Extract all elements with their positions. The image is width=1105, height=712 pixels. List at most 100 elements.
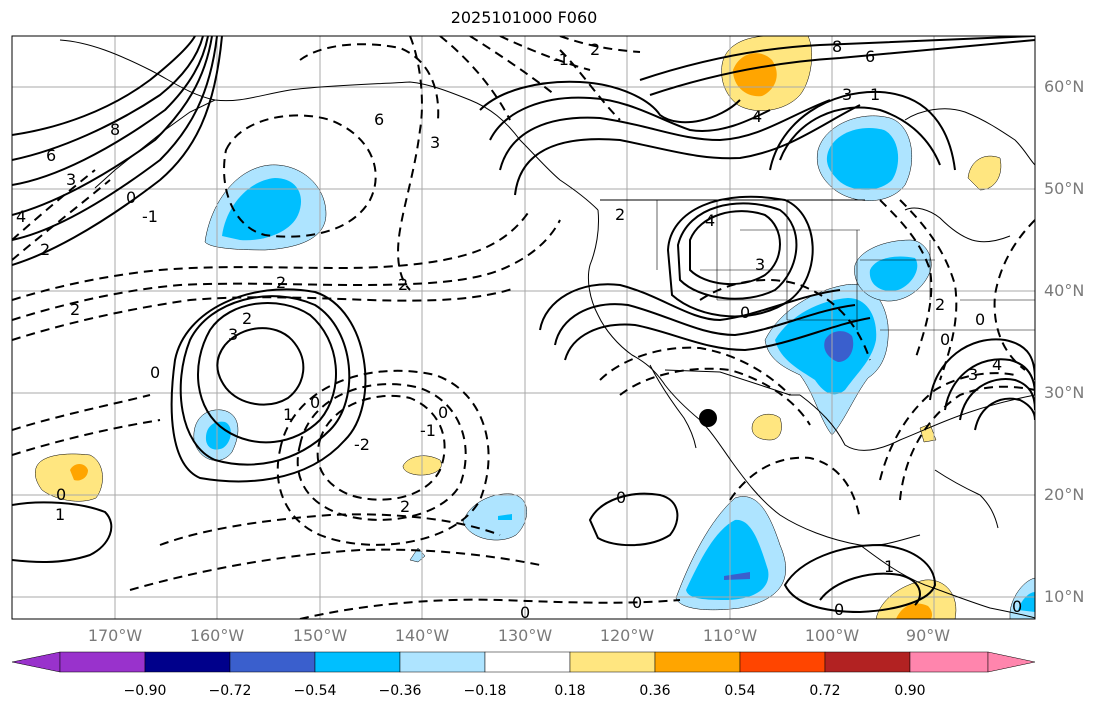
contour-label: 2 xyxy=(615,205,625,224)
contour-label: 0 xyxy=(310,393,320,412)
contour-label: 0 xyxy=(616,488,626,507)
contour-label: 3 xyxy=(755,255,765,274)
contour-label: 3 xyxy=(430,133,440,152)
lon-label: 120°W xyxy=(599,626,655,645)
contour-label: 6 xyxy=(865,47,875,66)
contour-label: 2 xyxy=(400,497,410,516)
contour-label: -1 xyxy=(142,207,158,226)
contour-4-west-us xyxy=(689,210,781,286)
graticule xyxy=(12,36,1035,619)
contour-1-tropical xyxy=(12,501,113,564)
colorbar-segment xyxy=(229,651,316,673)
contour-label: 0 xyxy=(126,188,136,207)
contour-label: 2 xyxy=(590,40,600,59)
negative-anomaly-area xyxy=(222,178,302,241)
contour-label: 3 xyxy=(66,170,76,189)
lat-label: 30°N xyxy=(1044,383,1085,402)
colorbar-segment xyxy=(144,651,231,673)
colorbar-segment xyxy=(824,651,911,673)
contour-labels: 8 6 3 4 2 2 0 -1 3 2 0 1 0 2 2 6 3 0 -1 … xyxy=(16,37,1022,619)
lat-label: 50°N xyxy=(1044,179,1085,198)
lon-label: 110°W xyxy=(702,626,758,645)
contour-label: -1 xyxy=(420,421,436,440)
lat-label: 20°N xyxy=(1044,485,1085,504)
positive-anomaly-area xyxy=(35,453,103,502)
contour-label: 4 xyxy=(752,107,762,126)
contour-label: 0 xyxy=(740,303,750,322)
contour-label: 0 xyxy=(975,310,985,329)
colorbar-segment xyxy=(569,651,656,673)
colorbar-tick-label: 0.90 xyxy=(894,683,926,699)
colorbar-segment xyxy=(654,651,741,673)
contour-label: -2 xyxy=(354,435,370,454)
great-lakes xyxy=(904,207,1011,243)
alaska-coastline xyxy=(59,39,599,211)
contour-label: 0 xyxy=(438,403,448,422)
contour-label: 2 xyxy=(276,273,286,292)
colorbar-segment xyxy=(739,651,826,673)
contour-label: 8 xyxy=(832,37,842,56)
colorbar-tick-label: 0.18 xyxy=(554,683,586,699)
contour-label: 1 xyxy=(55,505,65,524)
state-boundaries xyxy=(656,200,1035,331)
contour-label: 0 xyxy=(1012,597,1022,616)
colorbar-tick-label: 0.72 xyxy=(809,683,841,699)
contour-label: 1 xyxy=(870,85,880,104)
contour-label: 2 xyxy=(242,309,252,328)
hudson-bay-coast xyxy=(904,108,1035,166)
central-america-coast xyxy=(859,544,1035,619)
positive-anomaly-area xyxy=(733,53,777,97)
contour-label: 8 xyxy=(110,120,120,139)
contour-label: 2 xyxy=(935,295,945,314)
dashed-contours xyxy=(12,36,1035,619)
lon-label: 90°W xyxy=(905,626,951,645)
colorbar-tick-label: −0.72 xyxy=(208,683,252,699)
contour-3-loop xyxy=(197,302,337,444)
shaded-anomalies xyxy=(35,36,1035,619)
baja-california xyxy=(649,364,697,449)
colorbar-tick-label: 0.36 xyxy=(639,683,671,699)
colorbar-tick-label: −0.18 xyxy=(463,683,507,699)
colorbar-tick-label: −0.90 xyxy=(123,683,167,699)
colorbar-segment xyxy=(484,651,571,673)
contour-label: 3 xyxy=(842,85,852,104)
lon-label: 170°W xyxy=(87,626,143,645)
positive-anomaly-area xyxy=(875,579,957,619)
lat-label: 40°N xyxy=(1044,281,1085,300)
colorbar xyxy=(11,651,1036,673)
contour-neg2-subtropic xyxy=(316,394,446,501)
contour-label: 0 xyxy=(940,330,950,349)
contour-label: 0 xyxy=(150,363,160,382)
contour-label: 6 xyxy=(374,110,384,129)
colorbar-tick-label: −0.36 xyxy=(378,683,422,699)
colorbar-segment xyxy=(314,651,401,673)
lon-label: 150°W xyxy=(292,626,348,645)
colorbar-extend-high xyxy=(987,651,1036,673)
contour-label: 2 xyxy=(70,300,80,319)
contour-6-8-north xyxy=(639,36,1035,81)
colorbar-extend-low xyxy=(11,651,61,673)
contour-label: 3 xyxy=(228,325,238,344)
colorbar-segment xyxy=(399,651,486,673)
colorbar-tick-label: −0.54 xyxy=(293,683,337,699)
map-title: 2025101000 F060 xyxy=(450,8,598,27)
lat-label: 10°N xyxy=(1044,587,1085,606)
lon-label: 160°W xyxy=(189,626,245,645)
contour-label: 1 xyxy=(283,405,293,424)
lon-label: 140°W xyxy=(394,626,450,645)
contour-label: 2 xyxy=(398,275,408,294)
contour-label: 1 xyxy=(884,557,894,576)
contour-label: 4 xyxy=(705,211,715,230)
yucatan-coast xyxy=(934,469,999,529)
negative-anomaly-area xyxy=(686,519,769,600)
contour-label: 4 xyxy=(16,207,26,226)
lat-label: 60°N xyxy=(1044,77,1085,96)
contour-label: 0 xyxy=(632,593,642,612)
contour-label: 3 xyxy=(968,365,978,384)
colorbar-tick-label: 0.54 xyxy=(724,683,756,699)
contour-label: -1 xyxy=(553,50,569,69)
colorbar-segment xyxy=(59,651,146,673)
aleutian-islands xyxy=(94,99,216,189)
contour-label: 4 xyxy=(992,355,1002,374)
